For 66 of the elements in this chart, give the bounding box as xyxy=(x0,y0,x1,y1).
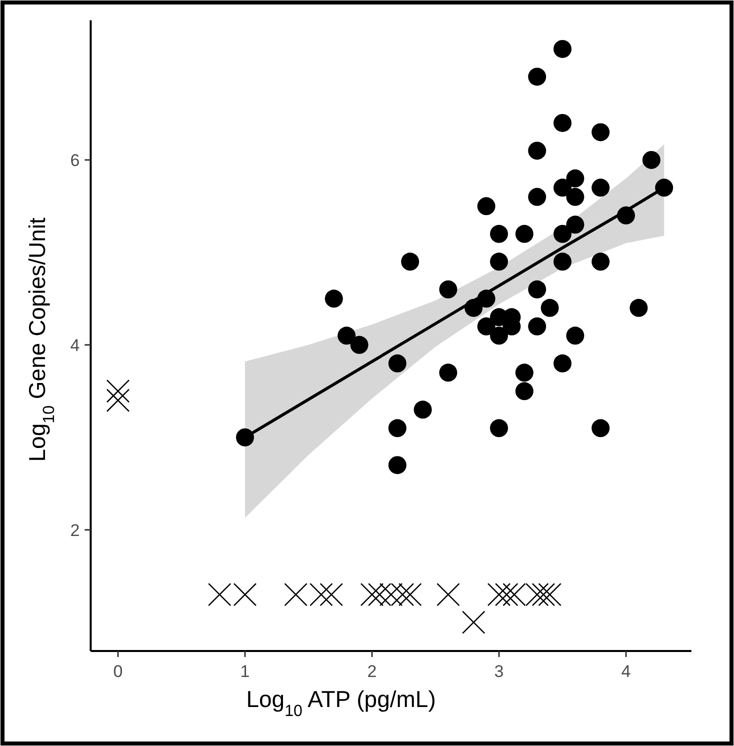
point xyxy=(553,114,572,132)
point xyxy=(540,298,559,317)
point xyxy=(236,428,254,446)
point xyxy=(494,582,518,606)
point xyxy=(553,40,572,58)
point xyxy=(106,379,130,403)
point xyxy=(515,364,534,382)
point xyxy=(464,298,483,317)
point xyxy=(388,419,406,438)
point xyxy=(566,216,584,234)
point xyxy=(553,252,572,271)
point xyxy=(528,317,546,336)
point xyxy=(487,582,511,606)
point xyxy=(592,252,610,271)
point xyxy=(439,280,458,298)
point xyxy=(538,582,562,606)
point xyxy=(284,582,308,606)
point xyxy=(566,169,584,188)
point xyxy=(630,298,648,317)
point xyxy=(320,582,344,606)
x-axis-title: Log$_{10}$ ATP (pg/mL) xyxy=(246,686,436,720)
point xyxy=(106,388,130,412)
point xyxy=(310,582,333,606)
x-tick-label: 1 xyxy=(240,662,250,681)
point xyxy=(528,188,546,206)
point xyxy=(592,178,610,197)
point xyxy=(532,582,556,606)
point xyxy=(566,188,584,206)
x-tick-label: 3 xyxy=(494,662,504,681)
point xyxy=(655,178,674,197)
point xyxy=(553,224,572,243)
point xyxy=(414,400,432,419)
point xyxy=(490,419,508,438)
point xyxy=(439,364,458,382)
point xyxy=(338,326,356,345)
point xyxy=(490,224,508,243)
point xyxy=(388,354,406,372)
point xyxy=(350,336,368,354)
point xyxy=(566,326,584,345)
point xyxy=(490,252,508,271)
point xyxy=(436,582,460,606)
point xyxy=(490,326,508,345)
point xyxy=(388,456,406,474)
point xyxy=(553,354,572,372)
x-tick-label: 2 xyxy=(367,662,377,681)
point xyxy=(528,142,546,160)
point xyxy=(233,582,257,606)
y-tick-label: 4 xyxy=(70,336,80,355)
point xyxy=(528,280,546,298)
point xyxy=(616,206,635,224)
point xyxy=(592,123,610,142)
y-tick-label: 6 xyxy=(70,150,80,170)
x-tick-label: 4 xyxy=(621,662,631,681)
point xyxy=(401,252,420,271)
point xyxy=(642,150,660,169)
point xyxy=(477,197,496,216)
point xyxy=(324,290,343,308)
point xyxy=(477,290,496,308)
point xyxy=(462,610,486,634)
point xyxy=(592,419,610,438)
point xyxy=(208,582,232,606)
x-tick-label: 0 xyxy=(113,662,123,681)
y-tick-label: 2 xyxy=(70,520,80,540)
point xyxy=(515,224,534,243)
point xyxy=(515,382,534,400)
point xyxy=(528,68,546,86)
